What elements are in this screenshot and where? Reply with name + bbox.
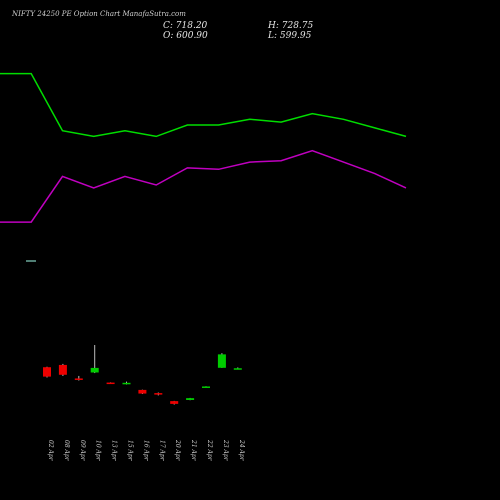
close-value: C: 718.20 (163, 21, 208, 31)
candle-body (58, 364, 67, 375)
x-tick-label: 08 Apr (63, 440, 70, 462)
candle-body (202, 386, 210, 388)
candles (43, 345, 242, 405)
candle-body (74, 378, 83, 380)
candle-body (90, 367, 99, 373)
candle-body (138, 389, 147, 394)
candle-body (43, 367, 51, 377)
x-tick-label: 21 Apr (190, 439, 197, 462)
x-tick-label: 24 Apr (238, 439, 245, 462)
candle-body (154, 393, 163, 395)
candle-body (170, 401, 179, 404)
x-tick-label: 16 Apr (142, 440, 149, 462)
high-value: H: 728.75 (268, 21, 314, 31)
chart-title: NIFTY 24250 PE Option Chart ManafaSutra.… (12, 10, 186, 18)
x-tick-label: 02 Apr (47, 440, 54, 462)
x-tick-label: 17 Apr (158, 440, 165, 462)
indicator-line-1 (0, 72, 407, 138)
candle-body (233, 368, 242, 370)
indicator-lines (0, 72, 407, 223)
low-value: L: 599.95 (268, 31, 312, 41)
indicator-line-2 (0, 149, 407, 223)
x-tick-label: 20 Apr (174, 439, 181, 462)
x-tick-label: 13 Apr (111, 440, 118, 462)
x-axis-labels: 02 Apr 08 Apr 09 Apr 10 Apr 13 Apr 15 Apr 16 A… (47, 439, 245, 462)
candle-body (122, 382, 131, 385)
x-tick-label: 23 Apr (222, 439, 229, 462)
candle-body (217, 354, 226, 368)
candle-body (106, 382, 115, 385)
x-tick-label: 09 Apr (79, 440, 86, 462)
x-tick-label: 10 Apr (95, 440, 102, 462)
x-tick-label: 15 Apr (127, 440, 134, 462)
open-value: O: 600.90 (163, 31, 208, 41)
candle-body (186, 398, 195, 400)
x-tick-label: 22 Apr (206, 439, 213, 462)
